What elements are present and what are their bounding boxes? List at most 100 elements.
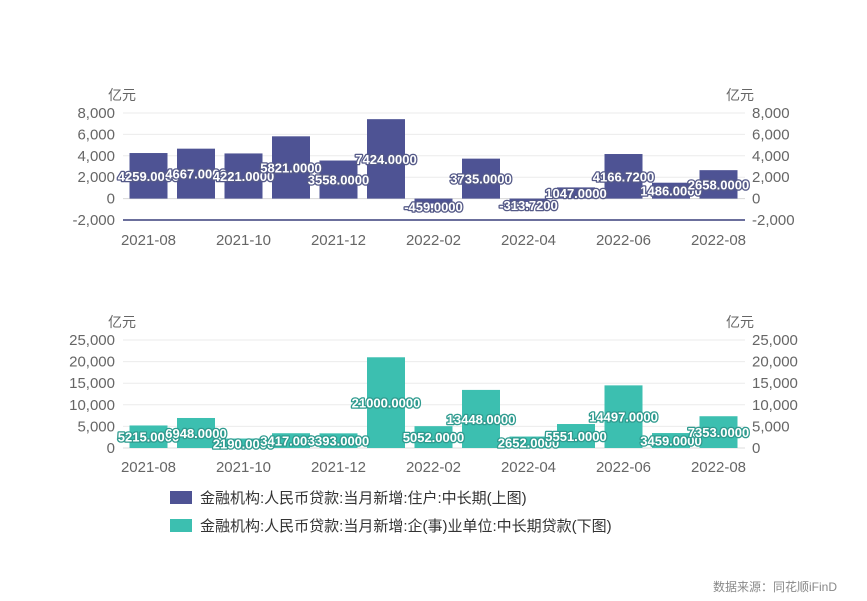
bar[interactable] bbox=[224, 438, 263, 448]
bar[interactable] bbox=[129, 425, 168, 448]
data-label: 5551.0000 bbox=[545, 429, 606, 444]
legend-swatch-household bbox=[170, 491, 192, 504]
data-label: 3735.0000 bbox=[450, 172, 511, 187]
x-tick-label: 2022-08 bbox=[691, 232, 746, 249]
bar[interactable] bbox=[177, 417, 215, 448]
bar[interactable] bbox=[414, 426, 453, 448]
x-tick-label: 2022-04 bbox=[501, 459, 556, 476]
y-tick-label-right: 20,000 bbox=[752, 354, 798, 371]
bar[interactable] bbox=[557, 187, 595, 199]
bar[interactable] bbox=[652, 433, 690, 448]
bar[interactable] bbox=[699, 170, 738, 199]
x-tick-label: 2022-06 bbox=[596, 459, 651, 476]
data-label: 4221.0000 bbox=[213, 169, 274, 184]
x-tick-label: 2022-02 bbox=[406, 232, 461, 249]
data-label: 7424.0000 bbox=[355, 152, 416, 167]
y-tick-label-right: 0 bbox=[752, 191, 760, 208]
x-tick-label: 2022-04 bbox=[501, 232, 556, 249]
y-tick-label-left: 10,000 bbox=[69, 397, 115, 414]
x-tick-label: 2021-08 bbox=[121, 232, 176, 249]
bar[interactable] bbox=[129, 153, 168, 199]
bar[interactable] bbox=[509, 198, 548, 202]
bottom-chart-panel: 亿元 亿元 25,000 25,000 20,000 20,000 15,000 15,000… bbox=[69, 314, 798, 476]
data-label: -459.0000 bbox=[404, 200, 463, 215]
bar[interactable] bbox=[652, 182, 690, 199]
y-tick-label-right: -2,000 bbox=[752, 212, 795, 229]
x-tick-label: 2021-10 bbox=[216, 232, 271, 249]
bar[interactable] bbox=[462, 158, 500, 199]
data-label: 5215.0000 bbox=[118, 430, 179, 445]
bar[interactable] bbox=[509, 436, 548, 448]
data-label: 7353.0000 bbox=[688, 425, 749, 440]
data-label: 4667.0000 bbox=[165, 167, 226, 182]
data-label: 1486.0000 bbox=[640, 184, 701, 199]
x-tick-label: 2022-06 bbox=[596, 232, 651, 249]
y-tick-label-right: 5,000 bbox=[752, 418, 790, 435]
data-label: 13448.0000 bbox=[447, 412, 516, 427]
bar[interactable] bbox=[699, 416, 738, 448]
y-tick-label-left: 0 bbox=[107, 440, 115, 457]
bar[interactable] bbox=[224, 153, 263, 199]
data-label: 2190.0000 bbox=[213, 436, 274, 451]
bar[interactable] bbox=[462, 389, 500, 448]
x-tick-label: 2021-10 bbox=[216, 459, 271, 476]
bar[interactable] bbox=[367, 119, 405, 199]
y-axis-unit-right: 亿元 bbox=[726, 87, 754, 103]
x-tick-label: 2022-08 bbox=[691, 459, 746, 476]
data-label: 3417.0000 bbox=[260, 434, 321, 449]
y-tick-label-left: 4,000 bbox=[77, 148, 115, 165]
legend-label-enterprise: 金融机构:人民币贷款:当月新增:企(事)业单位:中长期贷款(下图) bbox=[200, 517, 612, 535]
legend-label-household: 金融机构:人民币贷款:当月新增:住户:中长期(上图) bbox=[200, 490, 527, 507]
x-tick-label: 2021-12 bbox=[311, 459, 366, 476]
bar[interactable] bbox=[319, 160, 358, 199]
bar[interactable] bbox=[604, 385, 643, 448]
y-tick-label-right: 6,000 bbox=[752, 126, 790, 143]
y-tick-label-right: 8,000 bbox=[752, 105, 790, 122]
bar[interactable] bbox=[604, 154, 643, 199]
data-label: 4166.7200 bbox=[593, 169, 654, 184]
y-tick-label-left: -2,000 bbox=[72, 212, 115, 229]
data-label: 4259.0000 bbox=[118, 169, 179, 184]
y-axis-unit-left: 亿元 bbox=[108, 314, 136, 330]
data-label: 2652.0000 bbox=[498, 435, 559, 450]
data-label: 1047.0000 bbox=[545, 186, 606, 201]
data-label: 3558.0000 bbox=[308, 173, 369, 188]
bar[interactable] bbox=[367, 357, 405, 448]
y-tick-label-left: 6,000 bbox=[77, 126, 115, 143]
legend: 金融机构:人民币贷款:当月新增:住户:中长期(上图) 金融机构:人民币贷款:当月… bbox=[170, 490, 612, 535]
y-tick-label-right: 25,000 bbox=[752, 332, 798, 349]
bar[interactable] bbox=[272, 136, 310, 199]
data-label: 21000.0000 bbox=[352, 396, 421, 411]
y-tick-label-right: 15,000 bbox=[752, 375, 798, 392]
bar[interactable] bbox=[557, 424, 595, 448]
bar[interactable] bbox=[319, 433, 358, 448]
y-tick-label-right: 0 bbox=[752, 440, 760, 457]
y-tick-label-left: 5,000 bbox=[77, 418, 115, 435]
legend-swatch-enterprise bbox=[170, 519, 192, 532]
y-tick-label-left: 25,000 bbox=[69, 332, 115, 349]
x-tick-label: 2021-12 bbox=[311, 232, 366, 249]
data-label: 3393.0000 bbox=[308, 434, 369, 449]
y-tick-label-left: 20,000 bbox=[69, 354, 115, 371]
y-tick-label-right: 4,000 bbox=[752, 148, 790, 165]
bar[interactable] bbox=[272, 433, 310, 448]
data-label: 5821.0000 bbox=[260, 160, 321, 175]
y-tick-label-left: 0 bbox=[107, 191, 115, 208]
y-tick-label-left: 15,000 bbox=[69, 375, 115, 392]
y-tick-label-left: 8,000 bbox=[77, 105, 115, 122]
y-axis-unit-left: 亿元 bbox=[108, 87, 136, 103]
bar[interactable] bbox=[177, 148, 215, 199]
y-tick-label-right: 10,000 bbox=[752, 397, 798, 414]
data-label: -313.7200 bbox=[499, 198, 558, 213]
data-source-note: 数据来源：同花顺iFinD bbox=[712, 580, 837, 594]
y-tick-label-right: 2,000 bbox=[752, 169, 790, 186]
data-label: 14497.0000 bbox=[589, 410, 658, 425]
data-label: 2658.0000 bbox=[688, 177, 749, 192]
y-tick-label-left: 2,000 bbox=[77, 169, 115, 186]
x-tick-label: 2022-02 bbox=[406, 459, 461, 476]
data-label: 6948.0000 bbox=[165, 426, 226, 441]
data-label: 3459.0000 bbox=[640, 434, 701, 449]
bar[interactable] bbox=[414, 198, 453, 204]
